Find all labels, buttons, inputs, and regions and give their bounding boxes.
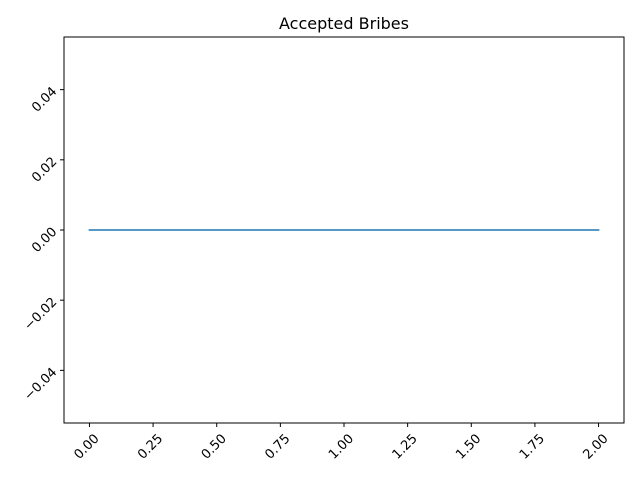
- chart-title: Accepted Bribes: [279, 14, 409, 33]
